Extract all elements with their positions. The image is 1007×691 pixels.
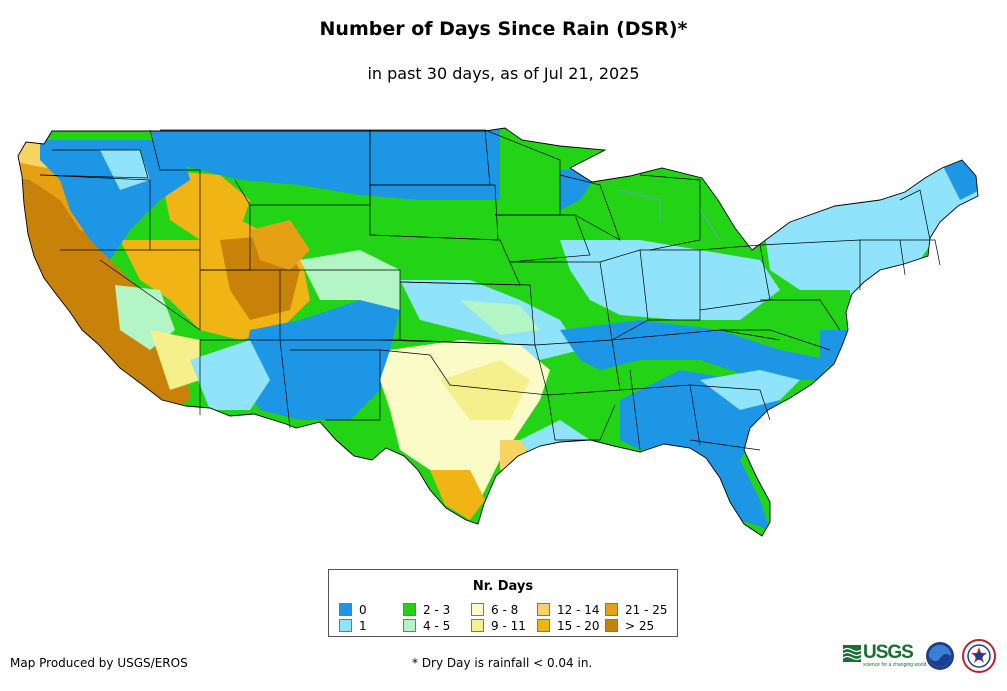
legend-swatch (339, 619, 352, 632)
legend-item-2-3: 2 - 3 (403, 603, 450, 617)
usgs-wave-icon (843, 645, 861, 662)
legend: Nr. Days 0 1 2 - 3 4 - 5 6 - 8 9 - 11 12… (328, 569, 678, 637)
nws-logo-icon (962, 639, 996, 673)
usgs-logo-text: USGS (863, 642, 914, 663)
dsr-map (17, 127, 979, 537)
map-credit: Map Produced by USGS/EROS (10, 656, 188, 670)
legend-swatch (605, 619, 618, 632)
legend-item-12-14: 12 - 14 (537, 603, 600, 617)
legend-swatch (471, 603, 484, 616)
map-title: Number of Days Since Rain (DSR)* (319, 18, 688, 40)
legend-item-9-11: 9 - 11 (471, 619, 526, 633)
legend-swatch (471, 619, 484, 632)
legend-item-4-5: 4 - 5 (403, 619, 450, 633)
dry-day-footnote: * Dry Day is rainfall < 0.04 in. (412, 656, 593, 670)
legend-item-21-25: 21 - 25 (605, 603, 668, 617)
legend-item-1: 1 (339, 619, 367, 633)
usgs-tagline: science for a changing world (863, 662, 927, 668)
legend-swatch (403, 603, 416, 616)
legend-item-15-20: 15 - 20 (537, 619, 600, 633)
state-boundaries (17, 127, 979, 537)
great-lakes (619, 189, 721, 241)
legend-swatch (537, 603, 550, 616)
legend-swatch (537, 619, 550, 632)
precipitation-zones (18, 128, 978, 536)
legend-swatch (403, 619, 416, 632)
noaa-logo-icon (926, 642, 954, 670)
legend-swatch (339, 603, 352, 616)
usgs-logo: USGS science for a changing world (843, 642, 926, 668)
legend-title: Nr. Days (472, 579, 534, 594)
legend-item-6-8: 6 - 8 (471, 603, 518, 617)
legend-swatch (605, 603, 618, 616)
map-subtitle: in past 30 days, as of Jul 21, 2025 (367, 64, 640, 83)
legend-item-0: 0 (339, 603, 367, 617)
legend-item-gt-25: > 25 (605, 619, 654, 633)
